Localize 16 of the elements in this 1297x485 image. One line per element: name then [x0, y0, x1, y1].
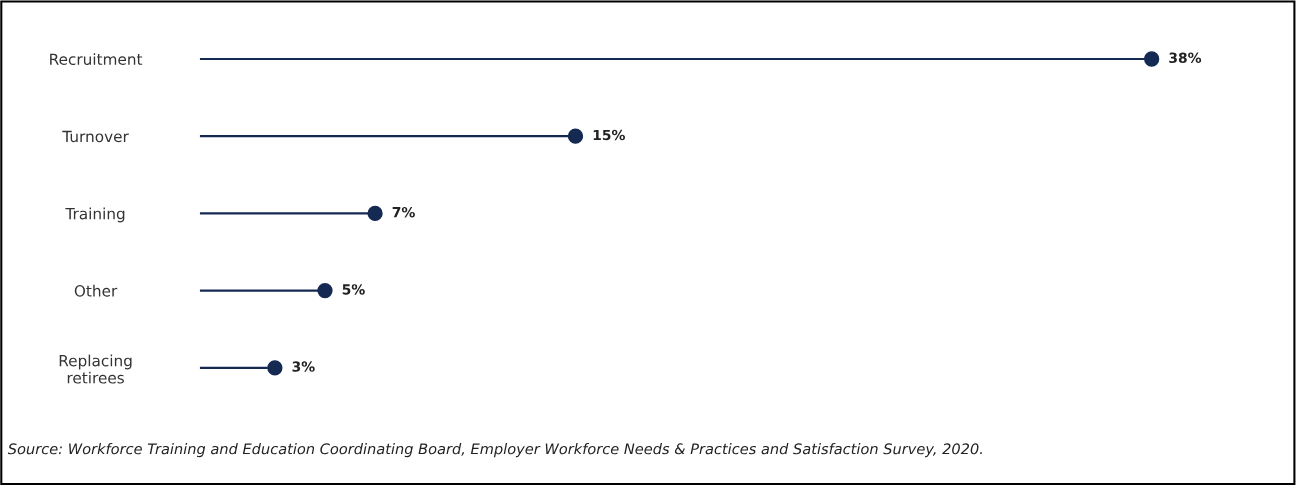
y-tick-label: Replacing retirees — [59, 354, 132, 384]
point — [1144, 51, 1160, 67]
point — [267, 360, 283, 376]
data-label: 7% — [392, 206, 415, 218]
y-tick-label: Turnover — [62, 130, 129, 143]
point — [367, 205, 383, 222]
data-label: 3% — [292, 361, 315, 372]
data-label: 5% — [342, 284, 365, 295]
source-note: Source: Workforce Training and Education Coordinating Board, Employer Workforce Needs & Practices and Satisfaction Survey, 2020. — [7, 443, 982, 458]
y-tick-label: Other — [74, 284, 118, 297]
y-tick-label: Recruitment — [50, 53, 143, 66]
point — [317, 282, 333, 299]
data-label: 15% — [593, 129, 625, 141]
y-tick-label: Training — [65, 207, 125, 223]
point — [567, 128, 584, 144]
data-label: 38% — [1169, 52, 1202, 64]
